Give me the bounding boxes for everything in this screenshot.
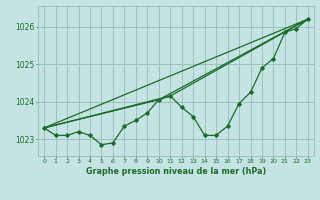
X-axis label: Graphe pression niveau de la mer (hPa): Graphe pression niveau de la mer (hPa) xyxy=(86,167,266,176)
